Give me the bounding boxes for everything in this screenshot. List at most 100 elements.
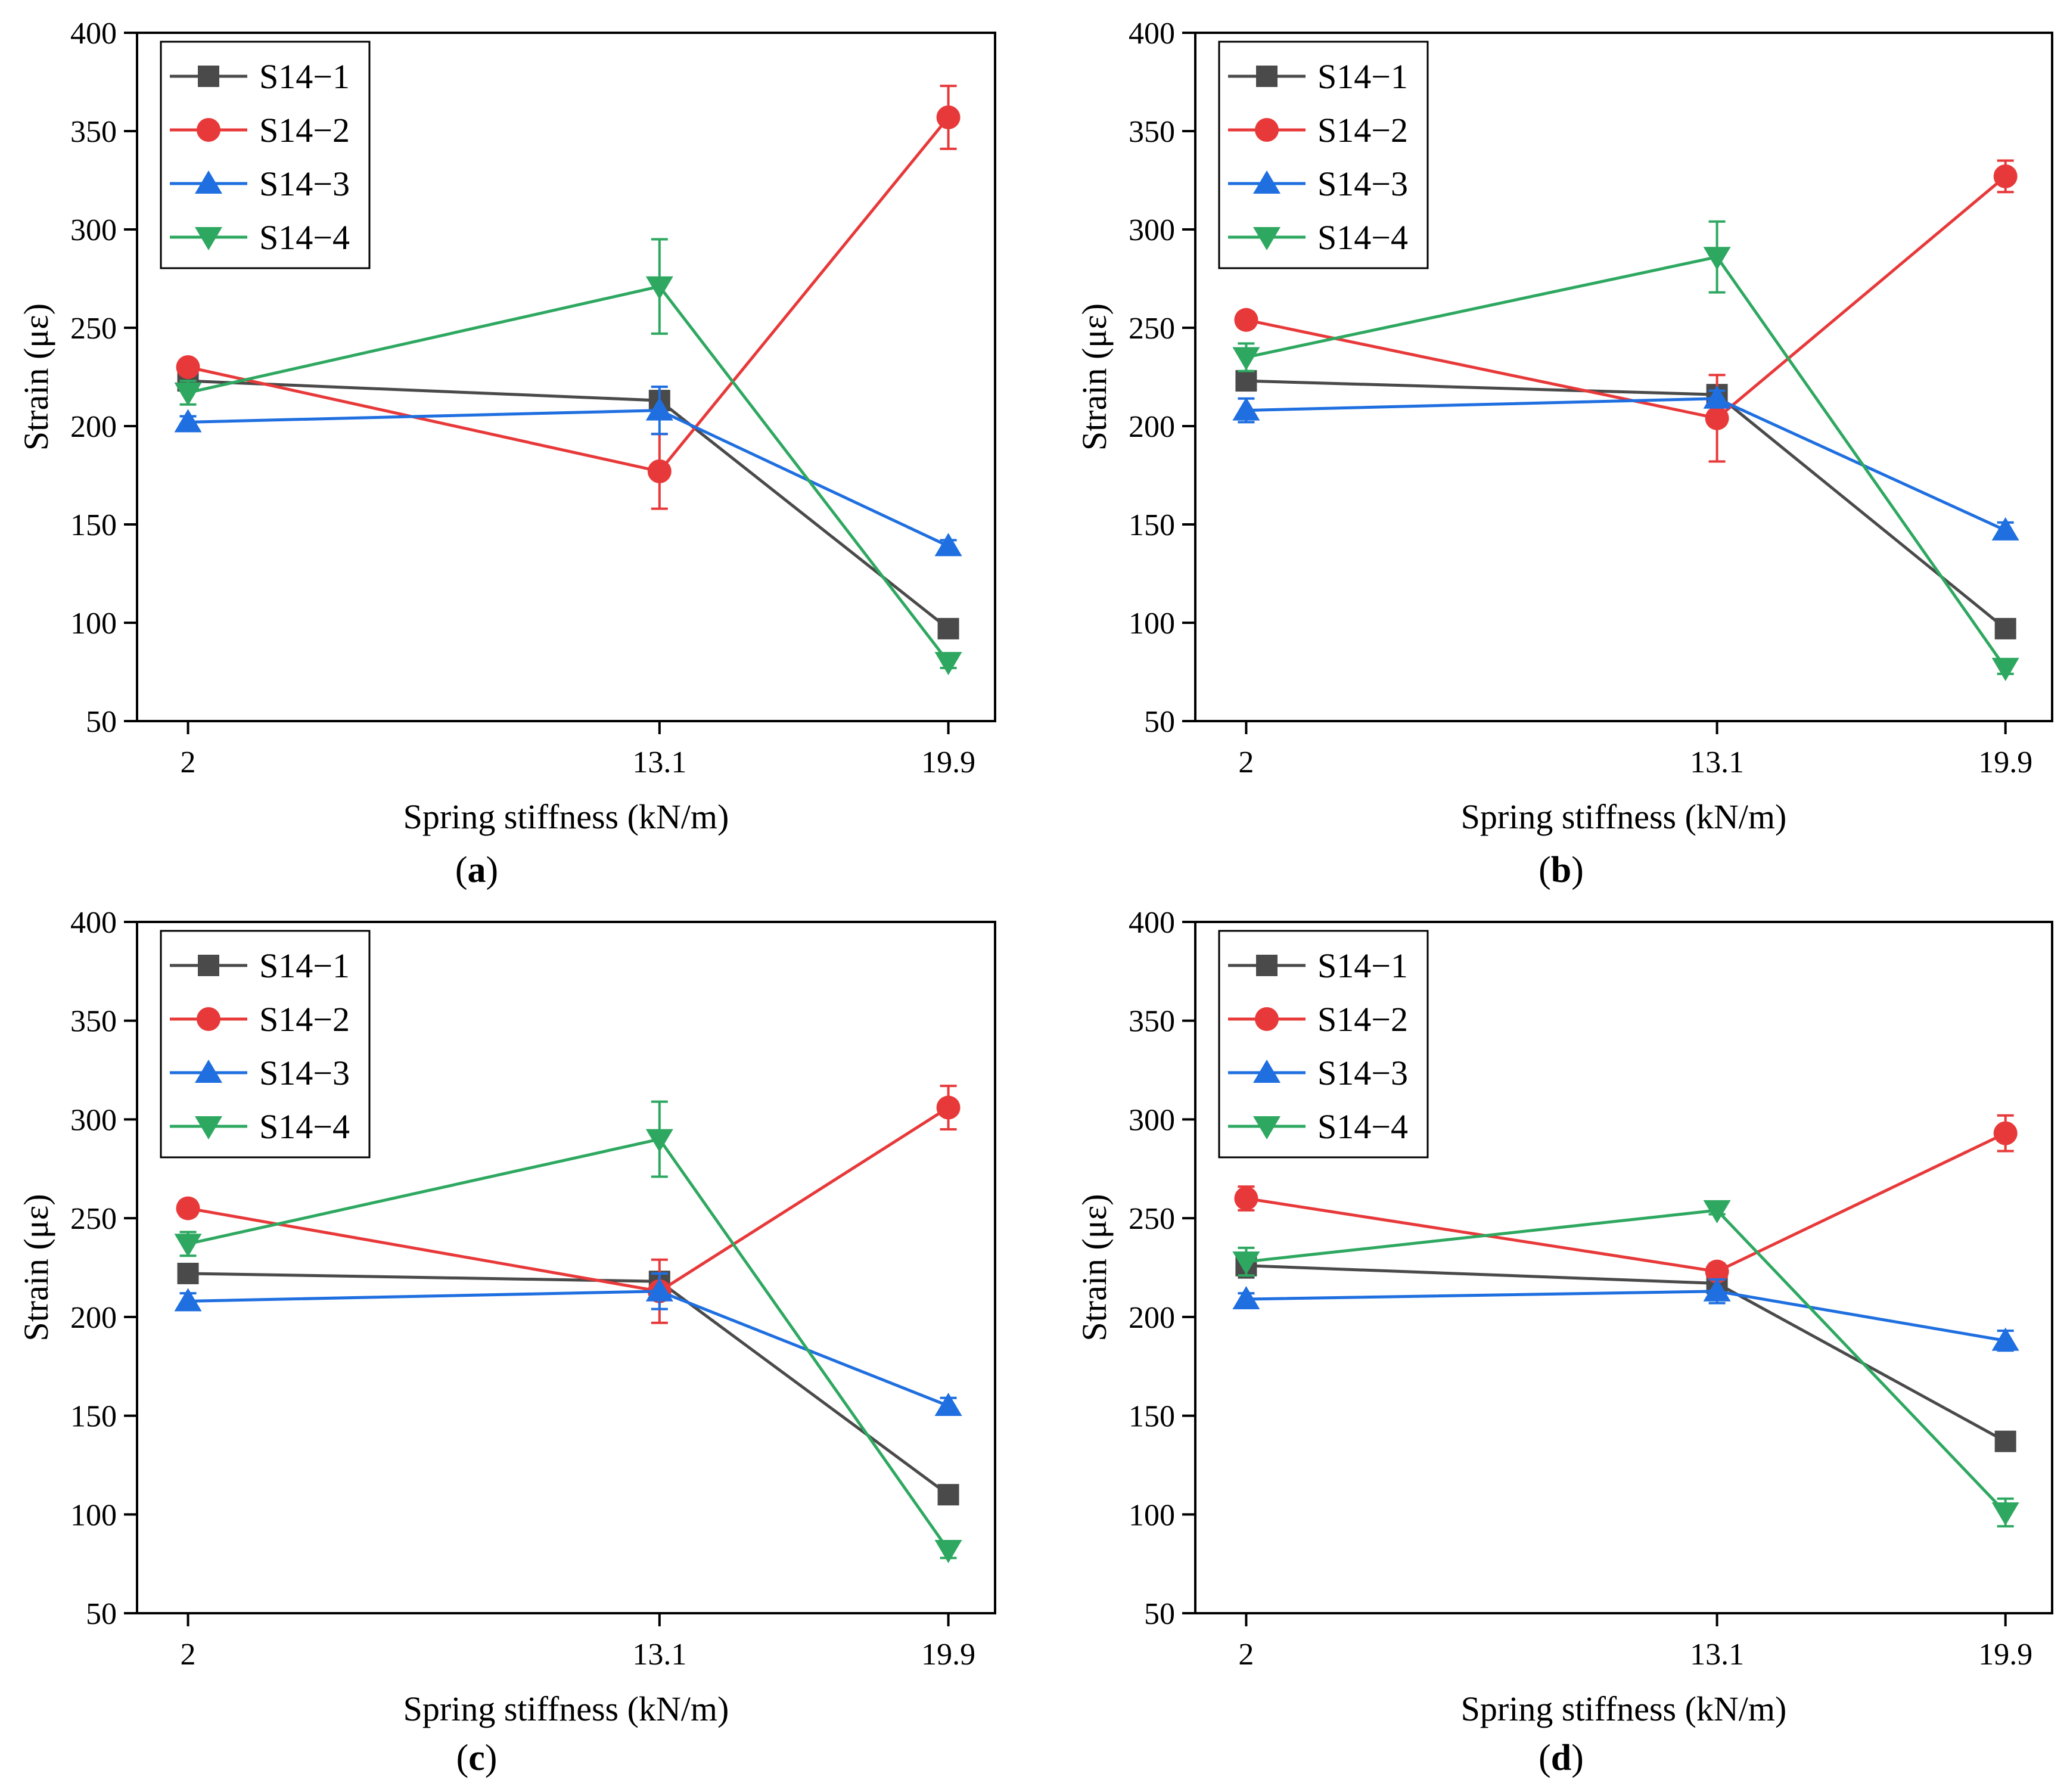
data-point	[1705, 1259, 1729, 1284]
y-tick-label: 200	[1129, 1301, 1175, 1335]
x-tick-label: 19.9	[1978, 1638, 2032, 1672]
legend-box	[1218, 930, 1429, 1159]
y-tick-label: 250	[1129, 312, 1175, 346]
legend-box	[160, 41, 371, 269]
x-tick-label: 19.9	[1978, 746, 2032, 779]
legend-entry: S14−3	[259, 1054, 350, 1092]
legend-entry: S14−4	[1317, 1107, 1408, 1146]
data-point	[934, 652, 962, 675]
panel-label-letter: c	[468, 1738, 485, 1778]
data-point	[176, 1196, 200, 1220]
data-point	[1991, 1327, 2019, 1351]
legend-entry: S14−2	[1317, 111, 1408, 150]
data-point	[1234, 308, 1258, 332]
legend-marker	[1253, 1116, 1280, 1139]
legend: S14−1 S14−2 S14−3 S14−4	[160, 41, 371, 269]
y-tick-label: 150	[70, 508, 117, 542]
legend-marker	[195, 170, 222, 194]
panel-label-letter: d	[1551, 1738, 1571, 1778]
series-1	[1235, 370, 2016, 639]
legend-marker	[195, 227, 222, 250]
data-point	[934, 533, 962, 557]
data-point	[937, 617, 959, 639]
legend-marker	[197, 118, 220, 142]
legend-box	[160, 930, 371, 1159]
legend-marker	[1256, 66, 1278, 87]
panel-label: (a)	[455, 850, 498, 890]
data-point	[934, 1393, 962, 1416]
data-point	[1232, 1251, 1260, 1275]
x-tick-label: 13.1	[1690, 1638, 1744, 1672]
legend-marker	[1253, 227, 1280, 250]
y-tick-label: 150	[1129, 508, 1175, 542]
series-4	[174, 238, 962, 675]
y-tick-label: 300	[1129, 1103, 1175, 1137]
data-point	[1994, 617, 2016, 639]
y-tick-label: 200	[70, 1301, 117, 1335]
data-point	[174, 382, 202, 406]
data-point	[645, 397, 673, 421]
y-tick-label: 300	[70, 1103, 117, 1137]
y-tick-label: 350	[1129, 115, 1175, 149]
data-point	[174, 1288, 202, 1312]
series-3	[1232, 1278, 2019, 1352]
data-point	[934, 1539, 962, 1563]
x-tick-label: 2	[181, 746, 196, 779]
y-tick-label: 300	[1129, 213, 1175, 247]
data-point	[1232, 397, 1260, 421]
series-1	[1235, 1252, 2016, 1452]
legend: S14−1 S14−2 S14−3 S14−4	[1218, 930, 1429, 1159]
panel-label: (d)	[1538, 1738, 1584, 1778]
data-point	[937, 1484, 959, 1506]
legend-marker	[1253, 170, 1280, 194]
data-point	[1235, 370, 1257, 392]
y-tick-label: 50	[86, 705, 117, 739]
x-tick-label: 19.9	[921, 1638, 975, 1672]
y-tick-label: 50	[1144, 1597, 1175, 1631]
y-axis-label: Strain (με)	[1075, 303, 1114, 451]
panel-label: (b)	[1538, 850, 1584, 890]
data-point	[1991, 1502, 2019, 1526]
legend-marker	[1256, 955, 1278, 976]
data-point	[1703, 385, 1731, 409]
data-point	[645, 1129, 673, 1153]
series-line	[188, 409, 949, 548]
plot-frame	[136, 921, 996, 1614]
series-1	[177, 370, 959, 639]
data-point	[1232, 1286, 1260, 1310]
legend-marker	[198, 66, 219, 87]
x-tick-label: 19.9	[921, 746, 975, 779]
x-tick-label: 2	[1238, 1638, 1254, 1672]
data-point	[176, 355, 200, 379]
data-point	[1234, 1187, 1258, 1210]
series-line	[188, 1272, 950, 1496]
x-tick-label: 2	[1238, 746, 1254, 779]
series-2	[1234, 1114, 2018, 1284]
legend-entry: S14−1	[1317, 946, 1408, 985]
y-tick-label: 400	[70, 17, 117, 51]
data-point	[1993, 164, 2018, 188]
chart-panel-c: 50 100 150 200 250 300 350 400 2 13.1 19.9 Spring s…	[17, 906, 996, 1778]
legend-marker	[198, 955, 219, 976]
legend-marker	[1255, 1007, 1279, 1031]
y-tick-label: 150	[1129, 1400, 1175, 1434]
chart-panel-d: 50 100 150 200 250 300 350 400 2 13.1 19.9 Spring s…	[1075, 906, 2053, 1778]
y-tick-label: 250	[70, 1202, 117, 1236]
legend-entry: S14−1	[259, 946, 350, 985]
y-tick-label: 250	[1129, 1202, 1175, 1236]
y-tick-label: 250	[70, 312, 117, 346]
data-point	[174, 1234, 202, 1257]
y-tick-label: 400	[1129, 17, 1175, 51]
x-axis-label: Spring stiffness (kN/m)	[403, 797, 729, 836]
y-tick-label: 50	[1144, 705, 1175, 739]
panel-label-letter: b	[1551, 850, 1571, 890]
data-point	[645, 1278, 673, 1302]
y-axis-label: Strain (με)	[1075, 1194, 1114, 1341]
series-line	[1246, 397, 2006, 532]
legend-entry: S14−4	[1317, 218, 1408, 257]
data-point	[1703, 1278, 1731, 1302]
y-tick-label: 350	[70, 1005, 117, 1039]
series-4	[1232, 1200, 2019, 1528]
panel-label: (c)	[456, 1738, 498, 1778]
